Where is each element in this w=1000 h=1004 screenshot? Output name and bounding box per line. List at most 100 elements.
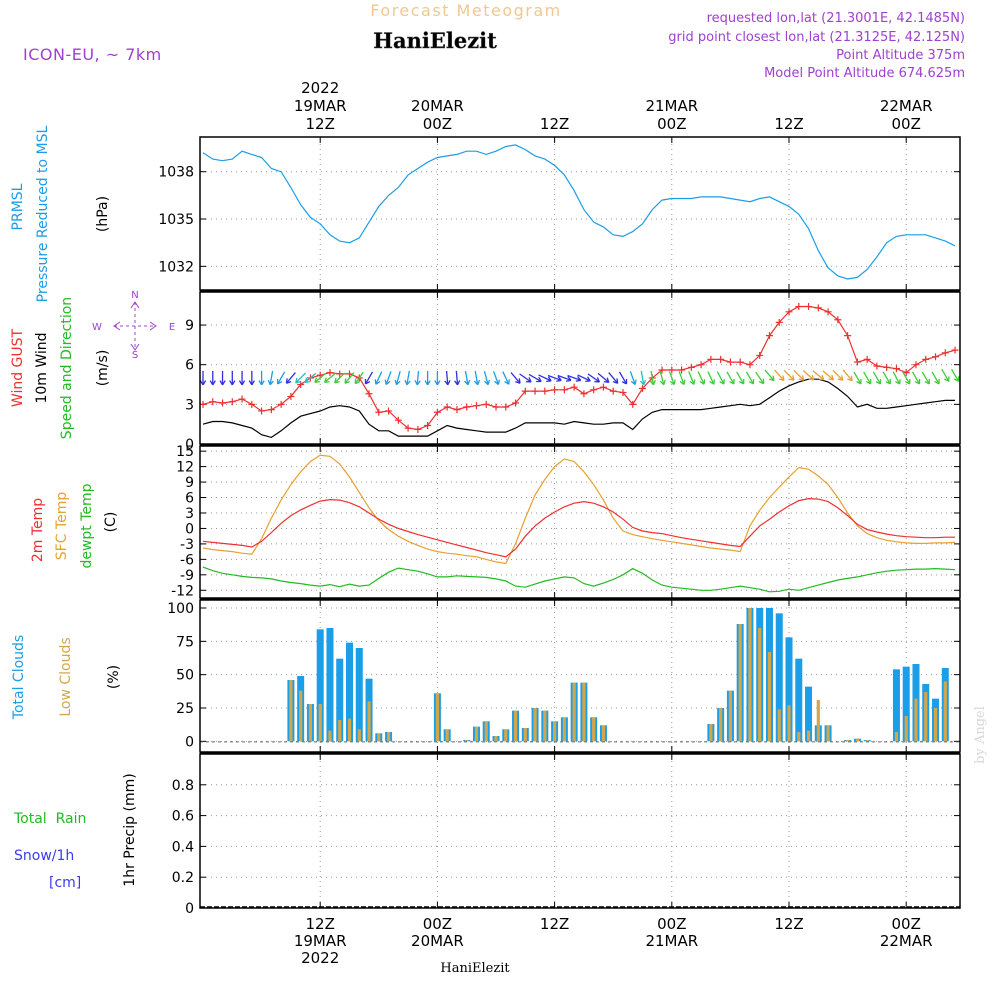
wind-arrow-shaft: [716, 371, 725, 385]
temp-dew-label: dewpt Temp: [79, 483, 95, 568]
wind-direction-arrow: [736, 371, 745, 385]
bottom-time-label: 19MAR: [294, 932, 347, 950]
gust-marker: [365, 390, 373, 398]
wind-arrow-shaft: [502, 371, 510, 385]
wind-direction-arrow: [863, 371, 872, 385]
gust-marker: [775, 318, 783, 326]
gust-marker: [541, 387, 549, 395]
gust-marker: [346, 370, 354, 378]
wind-arrow-head: [778, 375, 785, 382]
wind-direction-arrow: [882, 371, 891, 385]
wind-arrow-head: [798, 375, 805, 381]
bottom-time-label: 22MAR: [880, 932, 933, 950]
wind-arrow-shaft: [474, 370, 479, 385]
top-time-label: 20MAR: [411, 97, 464, 115]
wind-arrow-shaft: [902, 371, 911, 385]
wind-direction-arrow: [295, 372, 307, 384]
top-time-label: 21MAR: [645, 97, 698, 115]
gust-marker: [873, 362, 881, 370]
total-cloud-bar: [336, 658, 344, 742]
clouds-frame: [199, 599, 961, 753]
wind-arrow-head: [536, 376, 542, 383]
wind-arrow-head: [295, 377, 301, 384]
wind-arrow-shaft: [445, 370, 449, 385]
bottom-time-label: 21MAR: [645, 932, 698, 950]
wind-direction-arrow: [557, 374, 572, 382]
wind-direction-arrow: [238, 370, 246, 386]
low-cloud-bar: [299, 690, 303, 742]
wind-arrow-head: [229, 380, 236, 386]
low-cloud-bar: [592, 717, 596, 742]
wind-arrow-shaft: [510, 372, 521, 384]
gust-marker: [824, 308, 832, 316]
compass-s: S: [132, 350, 138, 361]
wind-arrow-shaft: [493, 371, 500, 385]
wind-direction-arrow: [434, 370, 441, 386]
low-cloud-bar: [562, 717, 566, 742]
gust-marker: [717, 355, 725, 363]
gust-marker: [551, 386, 559, 394]
wind-arrow-shaft: [832, 369, 844, 381]
bottom-time-label: 00Z: [657, 915, 686, 933]
wind-arrow-shaft: [863, 371, 872, 385]
gust-marker: [922, 355, 930, 363]
pressure-line: [202, 144, 956, 280]
bottom-time-label: 2022: [301, 949, 339, 967]
wind-ytick-label: 0: [185, 437, 194, 453]
total-cloud-bar: [795, 658, 803, 742]
wind-arrow-shaft: [688, 371, 695, 385]
wind-direction-arrow: [323, 372, 336, 384]
gust-marker: [375, 408, 383, 416]
gust-marker: [385, 407, 393, 415]
wind-arrow-head: [248, 380, 255, 386]
wind-arrow-head: [649, 379, 656, 386]
wind-arrow-shaft: [538, 374, 552, 382]
wind-arrow-head: [818, 374, 825, 381]
wind-direction-arrow: [567, 374, 582, 382]
gust-marker: [277, 400, 285, 408]
low-cloud-bar: [543, 710, 547, 742]
wind-arrow-shaft: [285, 372, 296, 384]
gust-marker: [512, 399, 520, 407]
temp-frame: [199, 445, 961, 599]
low-cloud-bar: [308, 704, 313, 742]
low-cloud-bar: [435, 693, 440, 742]
wind-gust-label: Wind GUST: [10, 328, 26, 407]
wind-arrow-shaft: [608, 372, 619, 384]
wind-arrow-shaft: [269, 370, 274, 385]
wind-arrow-head: [603, 377, 610, 384]
temp-sfc-label: SFC Temp: [54, 492, 70, 561]
wind-arrow-shaft: [774, 369, 785, 381]
wind-direction-arrow: [941, 368, 950, 382]
low-cloud-bar: [924, 692, 928, 742]
top-time-label: 2022: [301, 79, 339, 97]
wind-direction-arrow: [783, 369, 795, 381]
wind-arrow-head: [464, 379, 471, 386]
wind-arrow-shaft: [587, 373, 600, 383]
precip-ytick-label: 0.6: [172, 809, 194, 825]
bottom-time-label: 00Z: [423, 915, 452, 933]
bottom-time-label: 12Z: [774, 915, 803, 933]
low-cloud-bar: [445, 729, 449, 742]
temp-ytick-label: 12: [176, 460, 194, 476]
wind-direction-arrow: [764, 369, 775, 382]
temp-ytick-label: 9: [185, 475, 194, 491]
gust-marker: [258, 407, 266, 415]
low-cloud-bar: [504, 729, 508, 742]
clouds-ytick-label: 25: [176, 701, 194, 717]
low-cloud-bar: [748, 608, 752, 742]
wind-10m-label: 10m Wind: [34, 332, 50, 403]
wind-arrow-head: [679, 379, 686, 385]
wind-direction-arrow: [547, 374, 562, 382]
wind-direction-arrow: [424, 370, 431, 386]
wind-arrow-shaft: [277, 371, 286, 385]
compass-e: E: [169, 322, 175, 333]
wind-arrow-head: [748, 378, 755, 385]
total-cloud-bar: [355, 648, 363, 742]
top-time-label: 00Z: [892, 115, 921, 133]
wind-arrow-shaft: [629, 371, 636, 385]
wind-arrow-shaft: [745, 371, 755, 385]
wind-arrow-head: [612, 378, 619, 384]
top-time-label: 19MAR: [294, 97, 347, 115]
